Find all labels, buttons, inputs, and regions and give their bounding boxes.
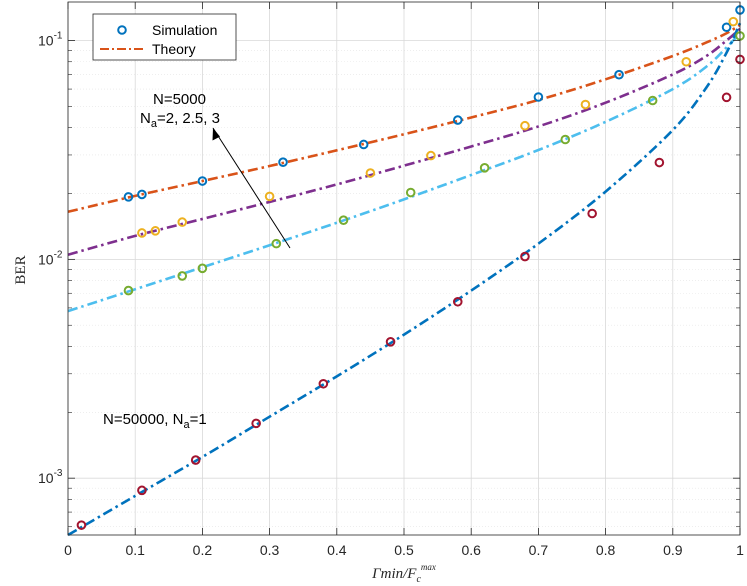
- sim-marker: [479, 163, 490, 173]
- sim-marker: [654, 157, 665, 168]
- sim-marker: [271, 238, 282, 249]
- sim-marker: [76, 520, 87, 530]
- y-tick-label: 10-3: [38, 468, 63, 486]
- theory-line: [67, 22, 742, 537]
- sim-marker: [137, 189, 147, 200]
- legend-simulation-label: Simulation: [152, 22, 217, 38]
- sim-marker: [426, 150, 436, 161]
- legend: Simulation Theory: [92, 13, 237, 61]
- annotation-na-values: Na=2, 2.5, 3: [140, 110, 220, 130]
- x-tick-label: 0.6: [461, 542, 481, 558]
- x-tick-label: 0.7: [529, 542, 549, 558]
- sim-marker: [681, 56, 692, 67]
- theory-line: [67, 23, 741, 214]
- theory-line: [67, 32, 741, 313]
- sim-marker: [318, 378, 329, 389]
- sim-marker: [190, 455, 201, 465]
- sim-marker: [251, 418, 261, 429]
- sim-marker: [358, 139, 369, 150]
- theory-curves: [67, 22, 742, 537]
- axis-ticks: 10-3 10-2 10-1 0 0.1 0.2 0.3 0.4 0.5 0.6 0.7 0.8 0.9…: [38, 2, 744, 558]
- y-tick-label: 10-1: [38, 31, 63, 49]
- sim-marker: [177, 217, 188, 227]
- sim-marker: [197, 263, 208, 274]
- sim-marker: [721, 92, 732, 103]
- sim-marker: [123, 285, 134, 296]
- legend-simulation-marker: [117, 25, 127, 35]
- sim-marker: [452, 115, 463, 125]
- annotation-n50000: N=50000, Na=1: [103, 411, 207, 431]
- x-tick-label: 0.3: [260, 542, 280, 558]
- sim-marker: [587, 208, 597, 219]
- sim-marker: [721, 22, 732, 33]
- legend-theory-label: Theory: [152, 41, 196, 57]
- x-tick-label: 0.1: [125, 542, 145, 558]
- sim-marker: [614, 69, 624, 80]
- annotation-n5000: N=5000: [153, 91, 206, 108]
- x-tick-label: 0.4: [327, 542, 347, 558]
- sim-marker: [177, 271, 188, 281]
- sim-marker: [137, 228, 147, 238]
- x-tick-label: 0: [64, 542, 72, 558]
- grid: [67, 2, 741, 535]
- annotation-arrow: [212, 127, 291, 249]
- legend-box: [92, 13, 237, 61]
- theory-line: [67, 27, 741, 256]
- sim-marker: [137, 485, 147, 496]
- sim-marker: [385, 337, 396, 347]
- x-tick-label: 0.9: [663, 542, 683, 558]
- sim-marker: [197, 176, 208, 186]
- sim-marker: [452, 296, 463, 307]
- sim-marker: [338, 215, 349, 225]
- sim-marker: [123, 192, 134, 202]
- sim-marker: [728, 16, 739, 27]
- sim-marker: [264, 191, 275, 202]
- y-tick-label: 10-2: [38, 249, 63, 267]
- x-tick-label: 1: [736, 542, 744, 558]
- sim-marker: [580, 99, 591, 110]
- sim-marker: [278, 157, 288, 167]
- sim-marker: [365, 168, 376, 178]
- arrow-head: [212, 128, 220, 141]
- x-tick-label: 0.8: [596, 542, 616, 558]
- x-tick-label: 0.5: [394, 542, 414, 558]
- sim-marker: [560, 134, 571, 145]
- sim-marker: [150, 226, 161, 236]
- sim-marker: [647, 95, 658, 106]
- sim-marker: [520, 120, 530, 131]
- x-tick-label: 0.2: [193, 542, 213, 558]
- sim-marker: [520, 251, 530, 262]
- sim-marker: [533, 92, 544, 102]
- simulation-markers: [76, 5, 745, 530]
- sim-marker: [405, 187, 416, 198]
- y-axis-label: BER: [13, 255, 29, 284]
